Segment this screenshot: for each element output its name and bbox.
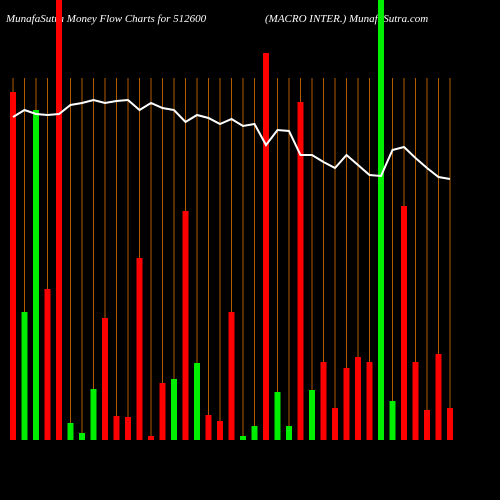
bar [424,410,430,440]
bar [355,357,361,440]
bar [33,110,39,440]
money-flow-line [12,98,451,180]
bar [309,390,315,440]
bar [240,436,246,440]
bar [125,417,131,440]
bar [378,0,384,440]
bar [435,354,442,440]
bar [21,312,28,440]
bar [343,368,350,440]
bar [263,53,269,440]
bar [320,362,327,440]
bar [274,392,281,440]
bar [286,426,292,440]
bar [217,421,223,440]
bar [332,408,338,440]
bar [182,211,189,440]
bar [228,312,235,440]
bar [447,408,453,440]
bar [171,379,177,440]
bar [56,0,62,440]
chart-subtitle: (MACRO INTER.) MunafaSutra.com [265,13,428,25]
bar [401,206,407,440]
bar [412,362,419,440]
bar [113,416,120,440]
bar [102,318,108,440]
bar [205,415,212,440]
bar [44,289,51,440]
bar [67,423,74,440]
bar [10,92,16,440]
bar [79,433,85,440]
bar [90,389,97,440]
chart-title: MunafaSutra Money Flow Charts for 512600 [5,13,207,25]
bar [297,102,304,440]
bar [148,436,154,440]
bar [136,258,143,440]
bar [159,383,166,440]
bar [194,363,200,440]
bar [251,426,258,440]
bar [389,401,396,440]
bar [366,362,373,440]
